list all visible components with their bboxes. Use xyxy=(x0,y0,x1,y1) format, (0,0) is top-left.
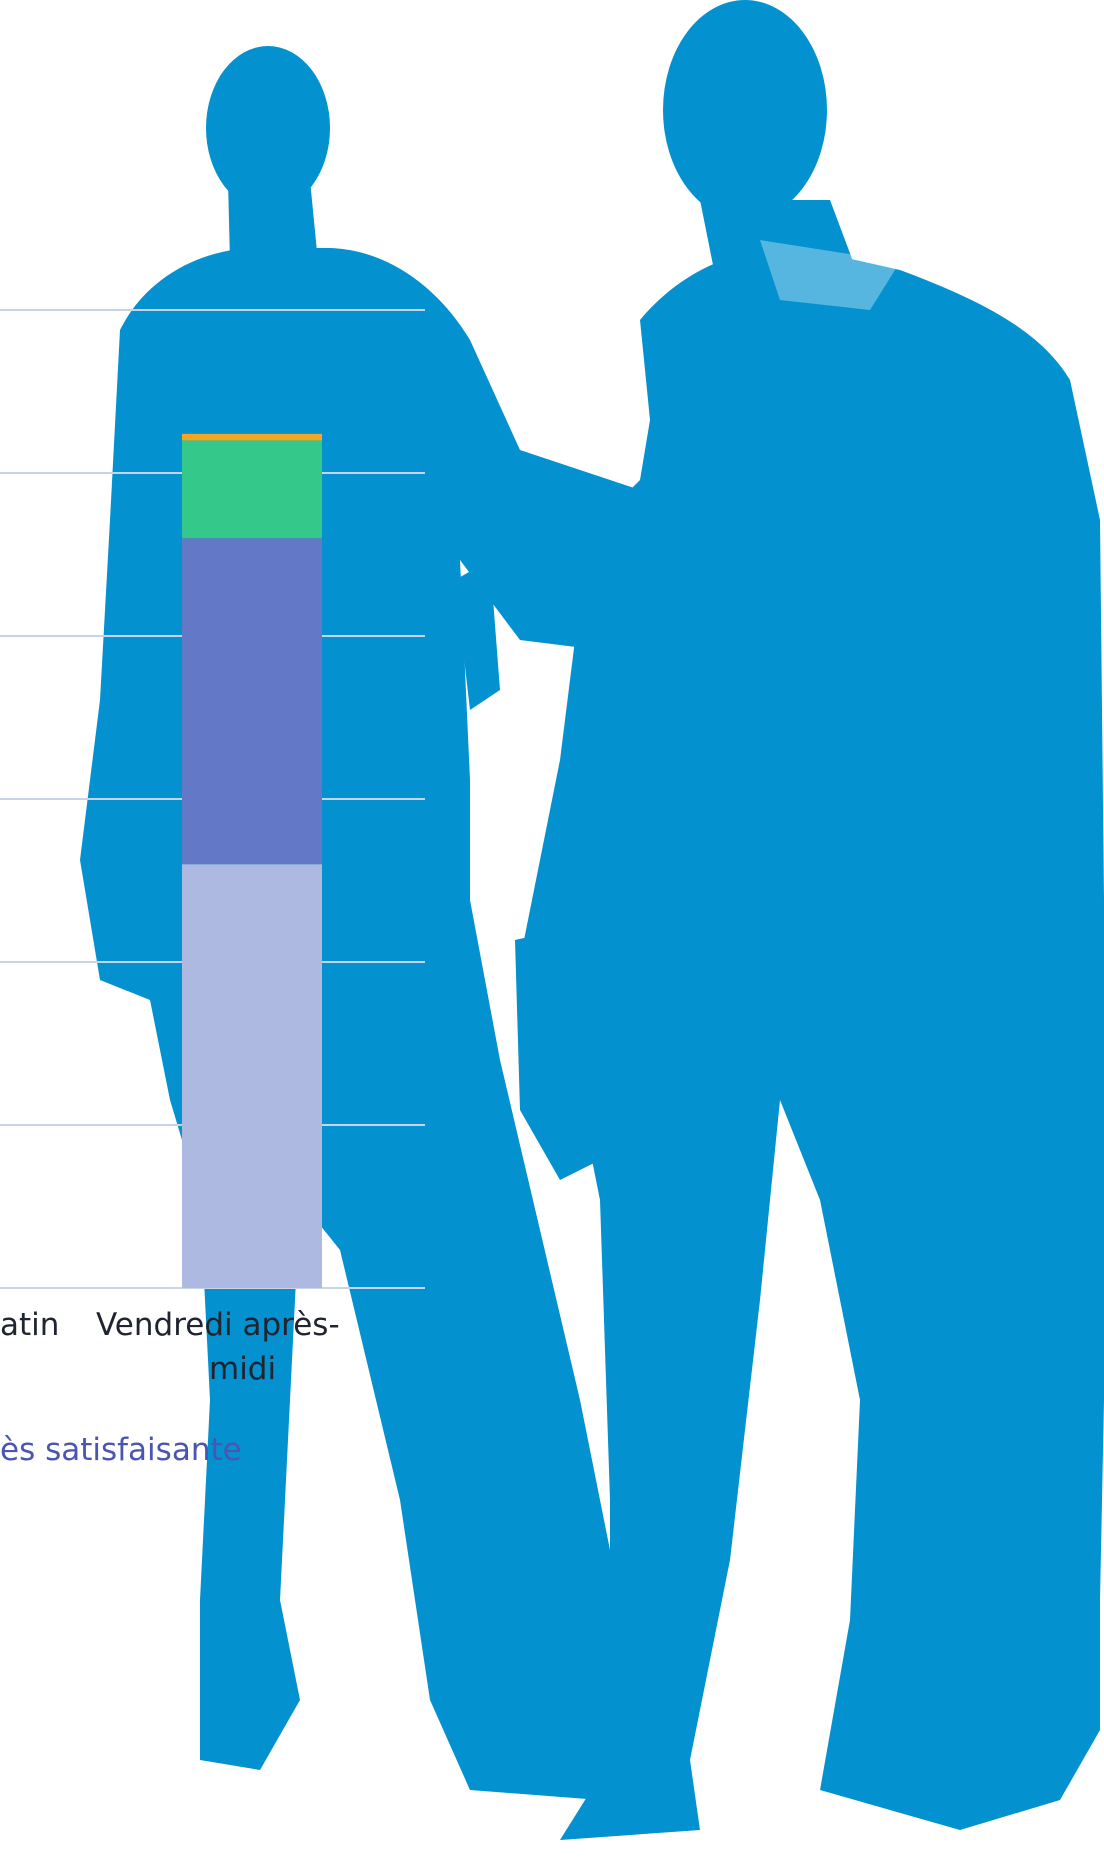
x-tick-label-line1: Vendredi après- xyxy=(96,1307,340,1343)
left-person-head xyxy=(206,46,330,210)
shirt-collar-highlight xyxy=(760,240,900,310)
bars xyxy=(182,433,322,1288)
bar-segment-1-0 xyxy=(182,864,322,1288)
right-person-hand xyxy=(515,930,600,1180)
right-person-silhouette xyxy=(515,0,1104,1840)
right-person-body xyxy=(520,248,1104,1840)
left-person-arm xyxy=(455,560,500,710)
x-tick-label-line2: midi xyxy=(209,1351,277,1387)
x-tick-label-partial: atin xyxy=(0,1307,60,1343)
legend-visible-text: ès satisfaisante xyxy=(0,1432,242,1468)
bar-segment-1-2 xyxy=(182,440,322,539)
bar-segment-1-3 xyxy=(182,433,322,441)
bar-segment-1-1 xyxy=(182,538,322,865)
right-person-head xyxy=(663,0,827,220)
left-person-neck xyxy=(228,180,318,262)
